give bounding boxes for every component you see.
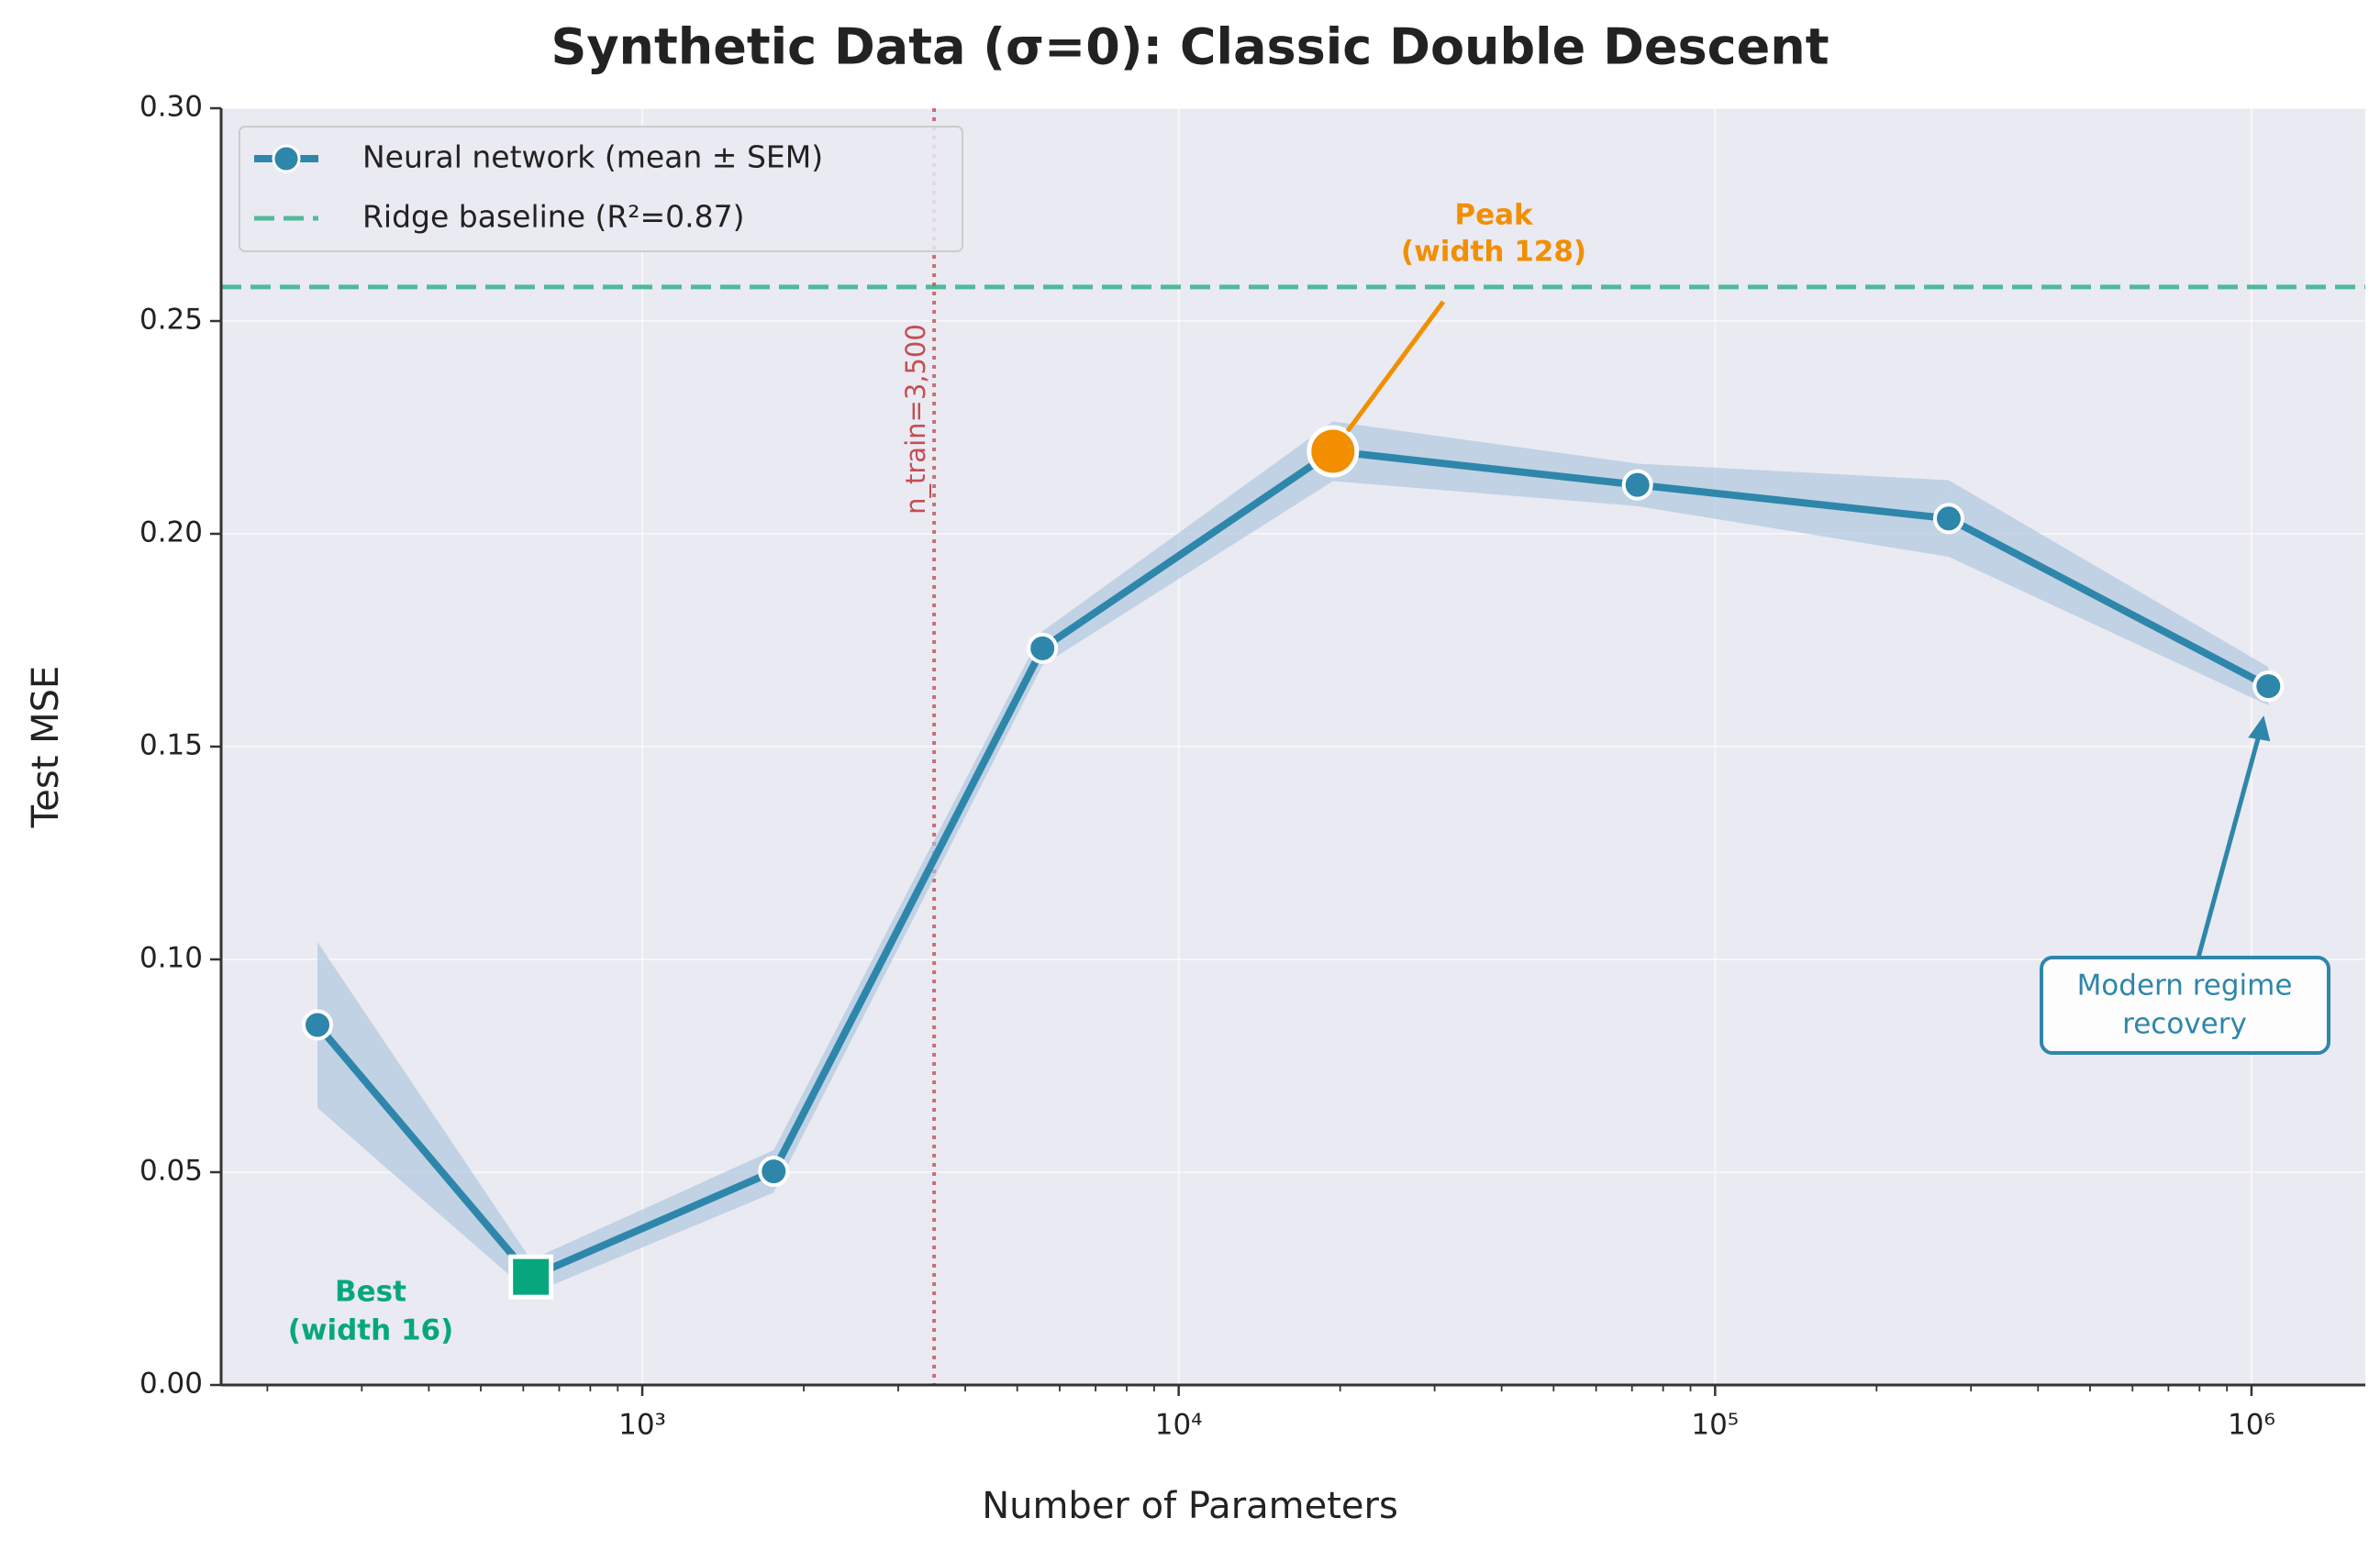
annotation-arrow [1345,300,1446,433]
sem-band [317,941,531,1294]
point-marker [1621,469,1653,501]
annotation-text: (width 16) [288,1314,454,1347]
peak-marker [1307,425,1360,478]
sem-band [1332,421,1638,506]
legend-label: Ridge baseline (R²=0.87) [362,199,745,235]
point-marker [758,1156,790,1188]
annotation-text: Best [335,1276,406,1309]
y-tick-label: 0.20 [139,516,203,549]
series-line [314,447,2271,1281]
sem-band [1042,421,1333,666]
point-marker [2252,670,2285,703]
annotation-text: recovery [2122,1008,2247,1041]
y-tick-label: 0.25 [139,304,203,337]
y-tick-label: 0.30 [139,91,203,124]
point-marker [1027,632,1059,664]
legend-label: Neural network (mean ± SEM) [362,139,823,175]
vline-label: n_train=3,500 [900,324,931,515]
grid [221,107,2365,1386]
x-tick-label: 10⁴ [1155,1409,1203,1442]
y-tick-label: 0.15 [139,729,203,762]
annotation-box [2040,956,2330,1055]
arrow-head [2248,715,2271,742]
sem-band [1948,480,2269,705]
y-axis-label: Test MSE [25,666,67,829]
y-tick-label: 0.10 [139,942,203,975]
annotation-text: Modern regime [2077,969,2293,1003]
y-tick-label: 0.00 [139,1368,203,1401]
x-axis-label: Number of Parameters [982,1485,1398,1527]
chart-title: Synthetic Data (σ=0): Classic Double Des… [551,18,1829,76]
best-marker [508,1254,554,1300]
point-marker [302,1009,334,1041]
y-tick-label: 0.05 [139,1155,203,1188]
plot-content: n_train=3,500 Peak (width 128) Best (width 1… [221,108,2365,1385]
legend-box [239,126,963,252]
annotation-arrow [2196,726,2263,958]
annotation-text: (width 128) [1401,236,1586,269]
point-marker [1932,503,1964,535]
annotation-text: Peak [1454,199,1534,232]
legend-swatch [272,144,301,173]
x-tick-label: 10³ [618,1409,666,1442]
sem-band [1637,463,1949,558]
x-tick-label: 10⁶ [2228,1409,2275,1442]
x-tick-label: 10⁵ [1691,1409,1739,1442]
